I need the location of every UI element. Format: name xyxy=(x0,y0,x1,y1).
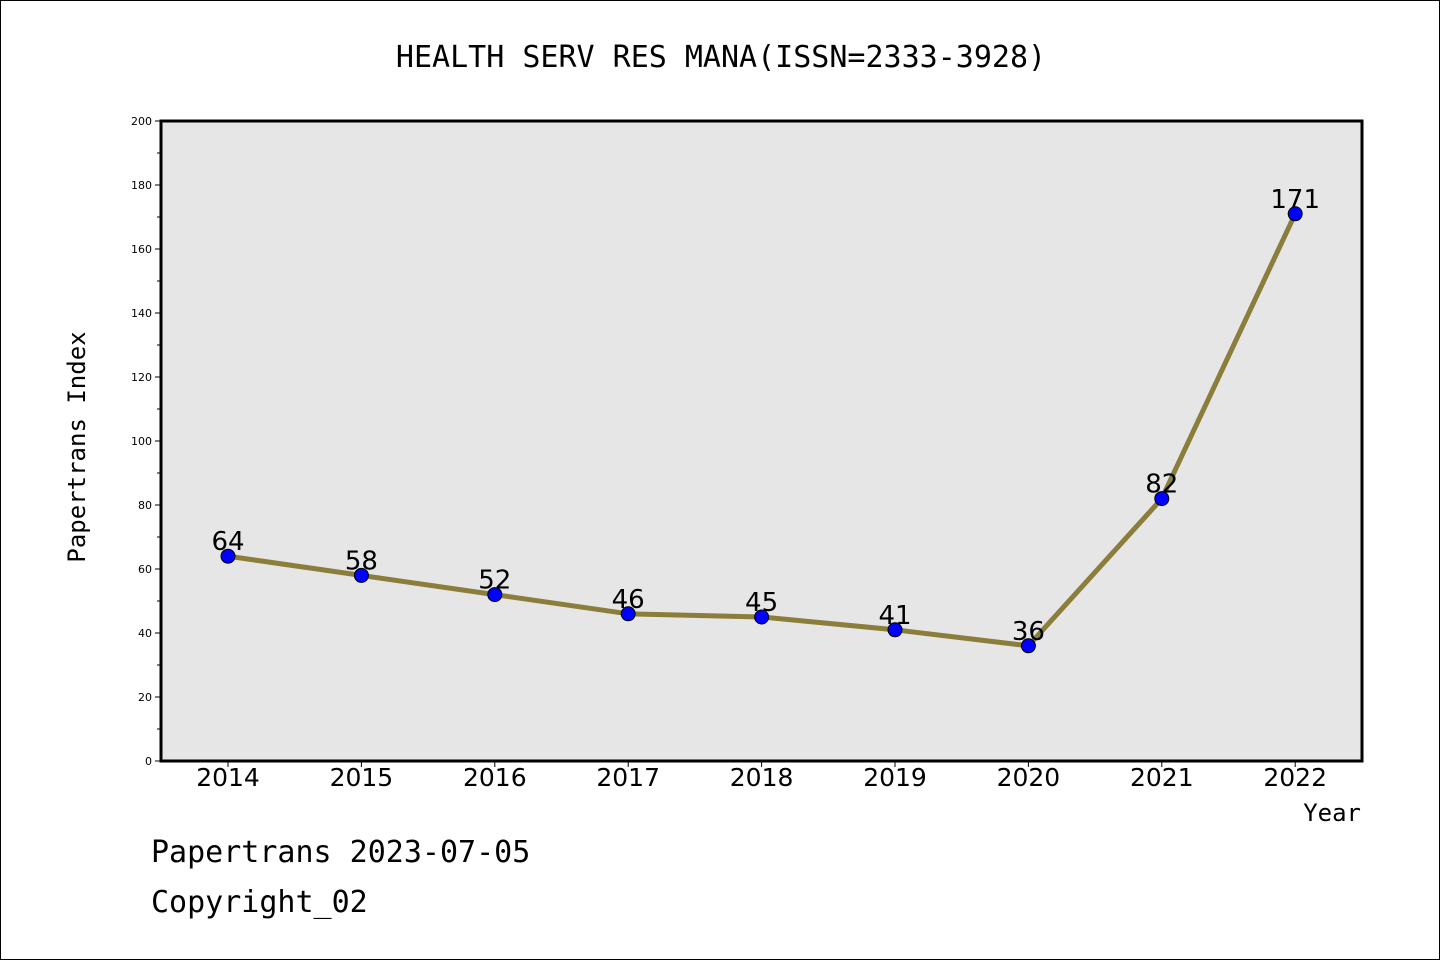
y-tick-label: 40 xyxy=(138,627,152,640)
x-tick-label: 2020 xyxy=(997,763,1061,792)
y-tick-label: 20 xyxy=(138,691,152,704)
data-point xyxy=(620,606,636,622)
data-point xyxy=(887,622,903,638)
footer-copyright: Copyright_02 xyxy=(151,885,368,920)
x-tick-label: 2022 xyxy=(1263,763,1327,792)
data-label: 58 xyxy=(345,546,378,576)
data-label: 171 xyxy=(1270,185,1320,215)
y-tick-label: 120 xyxy=(131,371,152,384)
data-point xyxy=(1154,491,1170,507)
data-point xyxy=(1287,206,1303,222)
data-label: 46 xyxy=(612,585,645,615)
x-tick-label: 2018 xyxy=(730,763,794,792)
y-tick-label: 0 xyxy=(145,755,152,768)
footer-date: Papertrans 2023-07-05 xyxy=(151,835,531,870)
data-point xyxy=(220,548,236,564)
plot-area xyxy=(159,119,1364,763)
x-axis-label: Year xyxy=(1303,799,1361,827)
y-tick-label: 160 xyxy=(131,243,152,256)
y-tick-label: 140 xyxy=(131,307,152,320)
y-axis-label: Papertrans Index xyxy=(63,331,91,562)
data-label: 41 xyxy=(878,601,911,631)
y-tick-label: 180 xyxy=(131,179,152,192)
y-tick-label: 200 xyxy=(131,115,152,128)
data-point xyxy=(353,567,369,583)
x-tick-label: 2017 xyxy=(596,763,660,792)
data-label: 64 xyxy=(211,527,244,557)
data-label: 82 xyxy=(1145,470,1178,500)
y-tick-label: 80 xyxy=(138,499,152,512)
data-point xyxy=(1020,638,1036,654)
data-label: 45 xyxy=(745,588,778,618)
data-point xyxy=(487,587,503,603)
x-tick-label: 2021 xyxy=(1130,763,1194,792)
data-points xyxy=(220,206,1303,654)
x-tick-label: 2015 xyxy=(330,763,394,792)
x-tick-label: 2014 xyxy=(196,763,260,792)
data-label: 36 xyxy=(1012,617,1045,647)
y-tick-label: 60 xyxy=(138,563,152,576)
data-point xyxy=(754,609,770,625)
data-label: 52 xyxy=(478,566,511,596)
x-tick-label: 2016 xyxy=(463,763,527,792)
chart-title: HEALTH SERV RES MANA(ISSN=2333-3928) xyxy=(396,40,1046,75)
x-tick-label: 2019 xyxy=(863,763,927,792)
data-labels: 64 58 52 46 45 41 36 82 171 xyxy=(211,185,1320,647)
y-tick-label: 100 xyxy=(131,435,152,448)
x-axis: 2014 2015 2016 2017 2018 2019 2020 2021 2022 xyxy=(196,761,1327,792)
y-axis: 0 20 40 60 80 100 120 140 160 180 200 xyxy=(131,115,161,768)
